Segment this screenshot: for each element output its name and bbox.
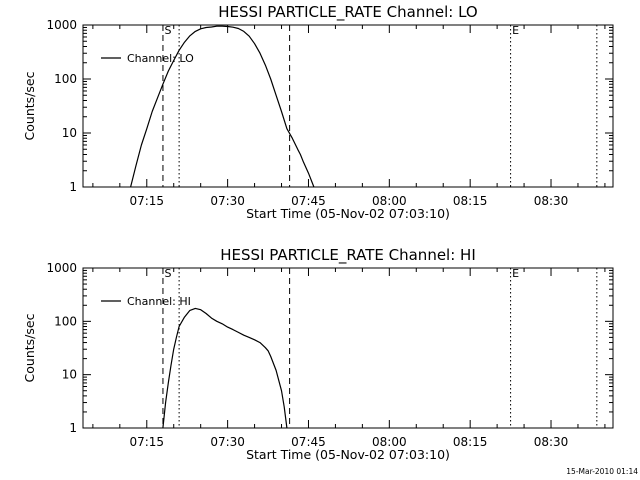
y-tick-label: 1 — [69, 421, 77, 435]
marker-label: E — [512, 267, 519, 280]
series-line — [130, 25, 315, 188]
y-tick-label: 10 — [62, 368, 77, 382]
plot-frame — [82, 267, 614, 429]
x-axis-label: Start Time (05-Nov-02 07:03:10) — [246, 206, 450, 221]
y-tick-label: 1000 — [46, 18, 77, 32]
x-tick-label: 07:15 — [129, 435, 164, 449]
chart-title: HESSI PARTICLE_RATE Channel: HI — [220, 246, 476, 265]
legend-entry: Channel: LO — [127, 52, 194, 65]
series-line — [162, 307, 288, 429]
legend-entry: Channel: HI — [127, 295, 191, 308]
x-tick-label: 08:15 — [453, 435, 488, 449]
marker-label: S — [164, 24, 171, 37]
chart-title: HESSI PARTICLE_RATE Channel: LO — [218, 3, 477, 22]
x-tick-label: 08:00 — [372, 194, 407, 208]
x-tick-label: 08:30 — [534, 435, 569, 449]
x-tick-label: 08:15 — [453, 194, 488, 208]
x-tick-label: 07:15 — [129, 194, 164, 208]
panel-lo: HESSI PARTICLE_RATE Channel: LO 07:15 07:3… — [22, 3, 614, 221]
footer-timestamp: 15-Mar-2010 01:14 — [566, 467, 638, 476]
y-tick-label: 10 — [62, 126, 77, 140]
panel-hi: HESSI PARTICLE_RATE Channel: HI 07:15 07:3… — [22, 246, 614, 462]
marker-label: E — [512, 24, 519, 37]
y-axis-label: Counts/sec — [22, 313, 37, 382]
y-axis-label: Counts/sec — [22, 71, 37, 140]
x-tick-label: 07:30 — [210, 435, 245, 449]
x-tick-label: 07:30 — [210, 194, 245, 208]
y-tick-label: 100 — [54, 72, 77, 86]
y-tick-label: 100 — [54, 314, 77, 328]
x-axis-label: Start Time (05-Nov-02 07:03:10) — [246, 447, 450, 462]
marker-label: S — [164, 267, 171, 280]
x-tick-label: 07:45 — [291, 194, 326, 208]
x-tick-label: 08:00 — [372, 435, 407, 449]
x-tick-label: 08:30 — [534, 194, 569, 208]
y-tick-label: 1000 — [46, 261, 77, 275]
x-tick-label: 07:45 — [291, 435, 326, 449]
y-tick-label: 1 — [69, 180, 77, 194]
plot-frame — [82, 24, 614, 188]
